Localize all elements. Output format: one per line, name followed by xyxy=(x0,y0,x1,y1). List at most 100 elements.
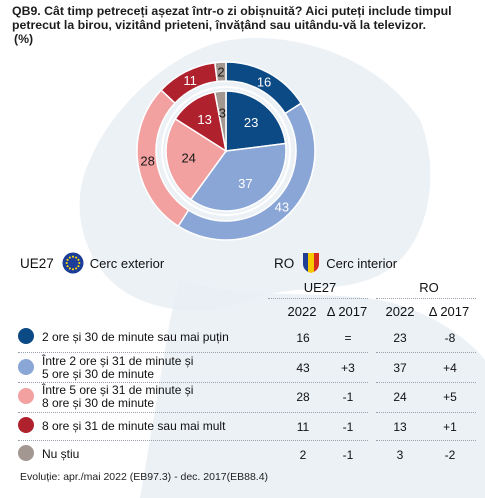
eu-delta-5: -1 xyxy=(342,448,354,462)
legend-outer-ring: UE27 Cerc exterior xyxy=(20,252,164,274)
category-3-label-line2: 8 ore și 30 de minute xyxy=(42,395,155,410)
inner-ring-slice-label-2: 37 xyxy=(238,176,252,191)
category-5-label: Nu știu xyxy=(42,448,282,461)
eu-star xyxy=(78,261,81,265)
question-title: QB9. Cât timp petreceți așezat într-o zi… xyxy=(12,4,477,46)
ring-separator xyxy=(161,86,291,216)
category-1-label: 2 ore și 30 de minute sau mai puțin xyxy=(42,331,282,344)
row-separator xyxy=(18,352,368,353)
eu-delta-1: = xyxy=(344,331,352,345)
category-4-swatch xyxy=(18,417,34,433)
eu-value-1: 16 xyxy=(296,331,310,345)
category-2-swatch xyxy=(18,359,34,375)
eu-star xyxy=(66,258,69,261)
inner-ring-slice-label-4: 13 xyxy=(197,112,211,127)
eu-value-2: 43 xyxy=(296,361,310,375)
eu-star xyxy=(65,261,68,265)
outer-ring-slice-5 xyxy=(214,61,227,83)
category-2-label: Între 2 ore și 31 de minute și 5 ore și … xyxy=(42,355,282,380)
ro-value-5: 3 xyxy=(396,448,404,462)
header-eu27: UE27 xyxy=(303,280,337,295)
eu-star xyxy=(71,255,74,258)
header-separator-ro xyxy=(376,298,476,299)
header-ro: RO xyxy=(419,280,439,295)
eu-star xyxy=(68,267,71,270)
table-row: Nu știu 2 -1 3 -2 xyxy=(18,442,478,467)
legend-inner-label: Cerc interior xyxy=(326,255,398,271)
eu-delta-2: +3 xyxy=(341,361,355,375)
inner-ring-slice-label-5: 3 xyxy=(219,106,226,121)
category-3-label: Între 5 ore și 31 de minute și 8 ore și … xyxy=(42,384,282,409)
row-separator xyxy=(376,352,476,353)
header-eu-year: 2022 xyxy=(287,304,317,319)
table-row: Între 5 ore și 31 de minute și 8 ore și … xyxy=(18,384,478,409)
legend-outer-code: UE27 xyxy=(20,255,54,271)
question-line-1: QB9. Cât timp petreceți așezat într-o zi… xyxy=(12,4,452,18)
ro-value-4: 13 xyxy=(393,420,407,434)
category-4-label-line1: 8 ore și 31 de minute sau mai mult xyxy=(42,419,226,433)
header-ro-year: 2022 xyxy=(385,304,415,319)
romania-flag-icon xyxy=(303,253,320,273)
outer-ring-slice-label-3: 28 xyxy=(140,153,154,168)
question-unit: (%) xyxy=(14,32,34,46)
nested-donut-chart: 16 43 28 11 2 23 37 24 13 3 xyxy=(136,61,316,241)
row-separator xyxy=(18,440,368,441)
inner-ring-slice-2 xyxy=(189,142,287,212)
category-2-label-line2: 5 ore și 30 de minute xyxy=(42,366,155,381)
header-ro-delta: Δ 2017 xyxy=(428,304,470,319)
category-3-swatch xyxy=(18,388,34,404)
eu-delta-4: -1 xyxy=(342,420,354,434)
legend-outer-label: Cerc exterior xyxy=(89,255,165,271)
table-row: 2 ore și 30 de minute sau mai puțin 16 =… xyxy=(18,325,478,350)
eu-star xyxy=(74,256,77,259)
eu-delta-3: -1 xyxy=(342,390,354,404)
outer-ring-slice-label-1: 16 xyxy=(257,74,271,89)
eu-star xyxy=(71,268,74,271)
eu-star xyxy=(68,256,71,259)
ro-delta-1: -8 xyxy=(444,331,456,345)
ro-delta-3: +5 xyxy=(443,390,457,404)
ro-delta-4: +1 xyxy=(443,420,457,434)
category-5-label-line1: Nu știu xyxy=(42,447,80,461)
legend-inner-code: RO xyxy=(274,255,295,271)
ro-value-2: 37 xyxy=(393,361,407,375)
inner-ring-slice-label-1: 23 xyxy=(244,115,258,130)
outer-ring-slice-label-2: 43 xyxy=(275,199,289,214)
row-separator xyxy=(18,382,368,383)
eu-star xyxy=(77,258,80,261)
inner-ring-slice-3 xyxy=(165,117,228,201)
question-line-2: petrecut la birou, vizitând prieteni, în… xyxy=(12,18,427,32)
row-separator xyxy=(376,382,476,383)
ro-delta-2: +4 xyxy=(443,361,457,375)
header-eu-delta: Δ 2017 xyxy=(326,304,368,319)
category-2-label-line1: Între 2 ore și 31 de minute și xyxy=(42,354,194,368)
outer-ring-slice-label-4: 11 xyxy=(183,73,197,88)
outer-ring-slice-label-5: 2 xyxy=(217,65,224,80)
category-3-label-line1: Între 5 ore și 31 de minute și xyxy=(42,383,194,397)
eu-value-4: 11 xyxy=(296,420,310,434)
ro-value-3: 24 xyxy=(393,390,407,404)
eu-value-5: 2 xyxy=(299,448,307,462)
row-separator xyxy=(376,440,476,441)
ro-delta-5: -2 xyxy=(444,448,456,462)
eu-star xyxy=(77,265,80,268)
category-1-swatch xyxy=(18,328,34,344)
map-continent-shape xyxy=(140,280,485,498)
eu-star xyxy=(66,265,69,268)
inner-ring-slice-label-3: 24 xyxy=(181,151,195,166)
eu-flag-icon xyxy=(62,252,84,274)
legend-inner-ring: RO Cerc interior xyxy=(274,252,397,274)
eu-star xyxy=(74,267,77,270)
eu-value-3: 28 xyxy=(296,390,310,404)
header-separator-eu xyxy=(268,298,368,299)
category-1-label-line1: 2 ore și 30 de minute sau mai puțin xyxy=(42,330,229,344)
category-5-swatch xyxy=(18,445,34,461)
table-row: 8 ore și 31 de minute sau mai mult 11 -1… xyxy=(18,414,478,439)
category-4-label: 8 ore și 31 de minute sau mai mult xyxy=(42,420,282,433)
ro-value-1: 23 xyxy=(393,331,407,345)
footer-note: Evoluție: apr./mai 2022 (EB97.3) - dec. … xyxy=(20,471,269,483)
inner-ring-slice-5 xyxy=(213,90,227,152)
table-row: Între 2 ore și 31 de minute și 5 ore și … xyxy=(18,355,478,380)
row-separator xyxy=(376,412,476,413)
row-separator xyxy=(18,412,368,413)
